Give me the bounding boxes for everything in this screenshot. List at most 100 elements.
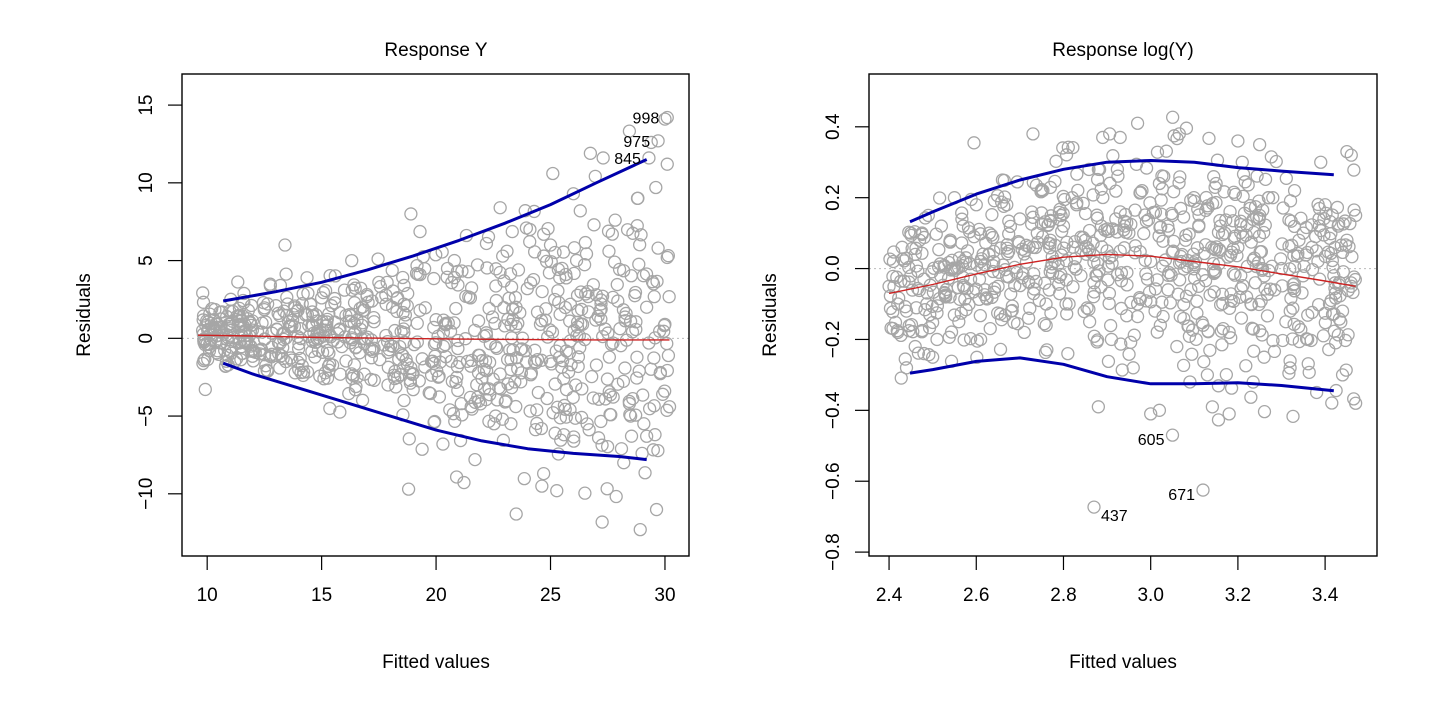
data-point xyxy=(546,166,560,181)
data-point xyxy=(640,300,654,314)
data-point xyxy=(1301,357,1315,371)
data-point xyxy=(1260,309,1275,323)
data-point xyxy=(367,341,381,355)
data-point xyxy=(604,408,618,422)
data-point xyxy=(509,399,523,414)
data-point xyxy=(642,402,657,416)
data-point xyxy=(956,254,970,269)
data-point xyxy=(1049,154,1063,168)
y-tick-label: 0.4 xyxy=(823,113,844,140)
data-point xyxy=(1338,214,1352,228)
data-point xyxy=(1209,195,1223,210)
data-point xyxy=(984,228,999,242)
data-point xyxy=(229,352,244,366)
data-point xyxy=(523,404,537,418)
data-point xyxy=(427,414,442,429)
data-point xyxy=(550,484,564,498)
data-point xyxy=(1173,309,1187,324)
data-point xyxy=(1153,318,1167,332)
data-point xyxy=(1248,276,1262,290)
data-point xyxy=(585,369,599,384)
data-point xyxy=(1287,317,1301,331)
data-point xyxy=(1211,413,1226,427)
x-tick-label: 2.6 xyxy=(963,585,989,606)
data-point xyxy=(1017,325,1031,340)
data-point xyxy=(323,357,337,371)
data-point xyxy=(1077,304,1091,319)
outlier-point xyxy=(1196,483,1210,497)
data-point xyxy=(651,241,665,255)
data-point xyxy=(1071,183,1085,198)
data-point xyxy=(1044,306,1058,320)
data-point xyxy=(273,361,287,375)
data-point xyxy=(943,235,957,249)
data-point xyxy=(1122,347,1136,361)
data-point xyxy=(987,285,1001,299)
data-point xyxy=(630,350,644,364)
data-point xyxy=(1096,130,1110,145)
y-tick-label: 0.0 xyxy=(823,255,844,281)
data-point xyxy=(501,377,515,391)
data-point xyxy=(518,204,532,218)
data-point xyxy=(1318,249,1332,264)
data-point xyxy=(1022,240,1036,254)
data-point xyxy=(649,180,663,195)
data-point xyxy=(1132,291,1147,305)
data-point xyxy=(1057,192,1072,207)
data-point xyxy=(1192,218,1206,232)
data-point xyxy=(898,300,912,314)
data-point xyxy=(500,352,515,367)
data-point xyxy=(1325,208,1339,222)
data-point xyxy=(1039,318,1053,333)
data-point xyxy=(461,265,475,279)
x-tick-label: 2.4 xyxy=(876,585,903,606)
data-point xyxy=(1060,307,1074,321)
data-point xyxy=(905,241,919,256)
data-point xyxy=(371,252,385,266)
data-point xyxy=(508,375,522,389)
x-tick-label: 3.2 xyxy=(1225,585,1251,606)
data-point xyxy=(1008,279,1022,293)
data-point xyxy=(390,304,404,319)
data-point xyxy=(1344,279,1358,293)
data-point xyxy=(902,225,916,239)
data-point xyxy=(660,363,674,378)
data-point xyxy=(1144,254,1158,269)
data-point xyxy=(1243,201,1257,216)
data-point xyxy=(528,343,542,357)
data-point xyxy=(1250,210,1264,224)
data-point xyxy=(499,394,513,408)
data-point xyxy=(967,136,981,150)
data-point xyxy=(587,218,601,232)
outlier-label: 975 xyxy=(623,134,650,151)
data-point xyxy=(1040,343,1054,357)
data-point xyxy=(482,355,497,369)
data-point xyxy=(644,362,658,376)
data-point xyxy=(1114,337,1128,351)
data-point xyxy=(1171,287,1185,301)
data-point xyxy=(1177,311,1191,326)
data-point xyxy=(583,146,598,160)
scatter-points xyxy=(882,110,1363,514)
data-point xyxy=(488,316,502,331)
data-point xyxy=(602,244,616,258)
data-point xyxy=(415,352,429,366)
data-point xyxy=(1236,278,1250,293)
data-point xyxy=(1170,339,1184,354)
data-point xyxy=(647,351,661,365)
data-point xyxy=(912,283,926,298)
data-point xyxy=(502,291,516,305)
data-point xyxy=(1138,253,1152,267)
data-point xyxy=(556,245,571,259)
data-point xyxy=(450,264,465,279)
data-point xyxy=(894,371,908,385)
data-point xyxy=(1187,262,1201,276)
data-point xyxy=(353,301,367,316)
outlier-label: 998 xyxy=(633,111,660,128)
data-point xyxy=(391,370,405,385)
data-point xyxy=(263,277,277,291)
data-point xyxy=(342,386,356,401)
data-point xyxy=(409,266,424,281)
data-point xyxy=(543,238,558,252)
data-point xyxy=(328,296,342,310)
